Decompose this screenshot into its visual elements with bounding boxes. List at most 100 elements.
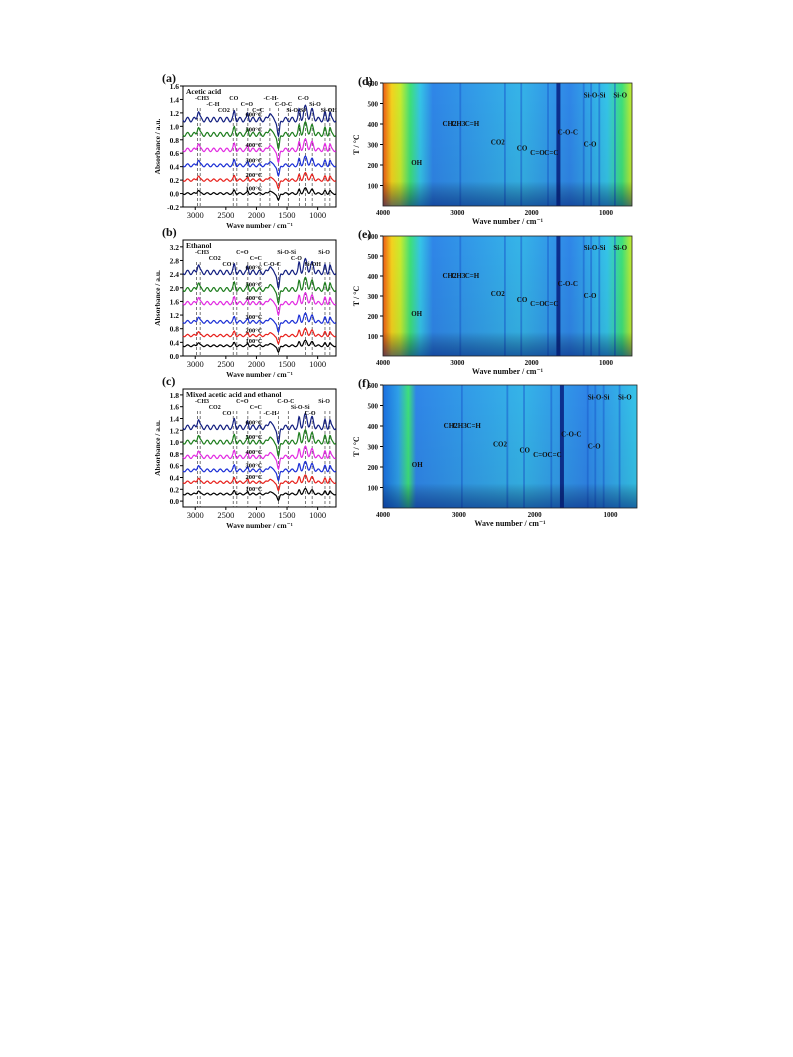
y-tick-label: 0.8 bbox=[170, 325, 180, 334]
series-line-100°C bbox=[182, 187, 337, 202]
y-tick-label: 0.4 bbox=[170, 338, 180, 347]
band-annotation: CO bbox=[517, 145, 528, 153]
band-annotation: Si-O-Si bbox=[588, 393, 610, 401]
band-annotation: -CH3 bbox=[195, 250, 209, 256]
x-tick-label: 3000 bbox=[187, 210, 204, 220]
y-tick-label: 500 bbox=[368, 253, 379, 261]
band-annotation: Si-O-Si bbox=[277, 250, 296, 256]
y-axis-label: T / °C bbox=[352, 134, 361, 155]
band-annotation: -C-H- bbox=[264, 96, 279, 102]
y-tick-label: 0.6 bbox=[170, 462, 180, 471]
series-label: 200°C bbox=[246, 172, 263, 179]
series-label: 600°C bbox=[246, 419, 263, 426]
series-line-300°C bbox=[182, 155, 337, 177]
y-tick-label: 400 bbox=[368, 423, 379, 431]
band-annotation: C=H bbox=[465, 272, 480, 280]
series-line-600°C bbox=[182, 257, 337, 290]
series-label: 500°C bbox=[246, 281, 263, 288]
band-annotation: OH bbox=[412, 461, 423, 469]
panel-label: (f) bbox=[358, 376, 370, 390]
band-annotation: C=O bbox=[530, 300, 545, 308]
series-label: 500°C bbox=[246, 126, 263, 133]
band-annotation: Si-OH bbox=[305, 262, 322, 268]
chart-b: 100°C 200°C 300°C 400°C 500°C 600°C 3000 2500 20… bbox=[153, 225, 337, 379]
band-annotation: C=O bbox=[533, 451, 548, 459]
band-annotation: CO2 bbox=[491, 139, 506, 147]
x-tick-label: 1000 bbox=[603, 511, 618, 519]
band-annotation: C=O bbox=[236, 399, 249, 405]
x-axis-label: Wave number / cm⁻¹ bbox=[226, 370, 293, 379]
plot-frame bbox=[182, 388, 337, 508]
band-annotation: CO2 bbox=[209, 405, 221, 411]
y-tick-label: 1.4 bbox=[170, 415, 180, 424]
x-axis-label: Wave number / cm⁻¹ bbox=[472, 367, 544, 376]
series-label: 300°C bbox=[246, 462, 263, 469]
panel-label: (d) bbox=[358, 74, 373, 88]
y-tick-label: 200 bbox=[368, 313, 379, 321]
y-axis-label: Absorbance / a.u. bbox=[153, 118, 162, 174]
band-annotation: C-O-C bbox=[561, 430, 581, 438]
x-tick-label: 1500 bbox=[279, 510, 296, 520]
y-tick-label: 300 bbox=[368, 142, 379, 150]
x-tick-label: 3000 bbox=[450, 209, 465, 217]
series-line-200°C bbox=[182, 474, 337, 492]
y-tick-label: 0.4 bbox=[170, 163, 180, 172]
series-label: 600°C bbox=[246, 112, 263, 119]
series-label: 400°C bbox=[246, 449, 263, 456]
y-tick-label: 100 bbox=[368, 485, 379, 493]
y-axis-label: T / °C bbox=[352, 436, 361, 457]
series-line-600°C bbox=[182, 104, 337, 138]
x-axis-label: Wave number / cm⁻¹ bbox=[474, 519, 546, 528]
chart-d: 100 200 300 400 500 600 4000 3000 2000 1000 Wave n… bbox=[352, 74, 633, 226]
band-annotation: CH2 bbox=[442, 272, 457, 280]
x-tick-label: 1000 bbox=[599, 359, 614, 367]
band-annotation: C-O-C bbox=[275, 102, 292, 108]
band-annotation: CO bbox=[519, 447, 530, 455]
heatmap-shade bbox=[383, 83, 632, 206]
y-tick-label: 200 bbox=[368, 162, 379, 170]
series-label: 200°C bbox=[246, 474, 263, 481]
band-annotation: Si-O bbox=[613, 91, 627, 99]
y-tick-label: 100 bbox=[368, 183, 379, 191]
series-label: 100°C bbox=[246, 486, 263, 493]
y-tick-label: 0.0 bbox=[170, 190, 180, 199]
x-tick-label: 2500 bbox=[217, 510, 234, 520]
band-annotation: Si-O-Si bbox=[286, 108, 305, 114]
band-annotation: C=C bbox=[544, 300, 558, 308]
x-tick-label: 1000 bbox=[309, 359, 326, 369]
x-axis-label: Wave number / cm⁻¹ bbox=[226, 221, 293, 230]
series-line-500°C bbox=[182, 428, 337, 458]
y-tick-label: 500 bbox=[368, 403, 379, 411]
y-tick-label: 1.2 bbox=[170, 311, 180, 320]
band-annotation: -CH3 bbox=[195, 399, 209, 405]
x-tick-label: 2000 bbox=[525, 209, 540, 217]
y-axis-label: Absorbance / a.u. bbox=[153, 270, 162, 326]
band-annotation: -C-H- bbox=[264, 411, 279, 417]
x-tick-label: 2500 bbox=[217, 359, 234, 369]
band-annotation: -C-H bbox=[206, 102, 219, 108]
band-annotation: CO bbox=[222, 411, 231, 417]
heatmap-shade bbox=[383, 385, 637, 508]
band-annotation: C=C bbox=[252, 108, 264, 114]
band-annotation: C-O bbox=[584, 141, 597, 149]
band-annotation: C-O bbox=[291, 256, 302, 262]
band-annotation: CO2 bbox=[493, 441, 508, 449]
band-annotation: Si-O bbox=[613, 244, 627, 252]
y-tick-label: 1.0 bbox=[170, 122, 180, 131]
x-tick-label: 2000 bbox=[248, 359, 265, 369]
band-annotation: CO bbox=[517, 296, 528, 304]
series-line-500°C bbox=[182, 276, 337, 305]
series-label: 200°C bbox=[246, 328, 263, 335]
band-annotation: C=C bbox=[544, 149, 558, 157]
band-annotation: CO2 bbox=[491, 290, 506, 298]
series-label: 300°C bbox=[246, 314, 263, 321]
band-annotation: C=C bbox=[250, 405, 262, 411]
y-tick-label: 0.0 bbox=[170, 497, 180, 506]
y-tick-label: 300 bbox=[368, 293, 379, 301]
band-annotation: C=O bbox=[530, 149, 545, 157]
panel-label: (a) bbox=[162, 71, 176, 85]
chart-f: 100 200 300 400 500 600 4000 3000 2000 1000 Wave n… bbox=[352, 376, 638, 528]
band-annotation: Si-OH bbox=[321, 108, 338, 114]
series-line-200°C bbox=[182, 327, 337, 345]
